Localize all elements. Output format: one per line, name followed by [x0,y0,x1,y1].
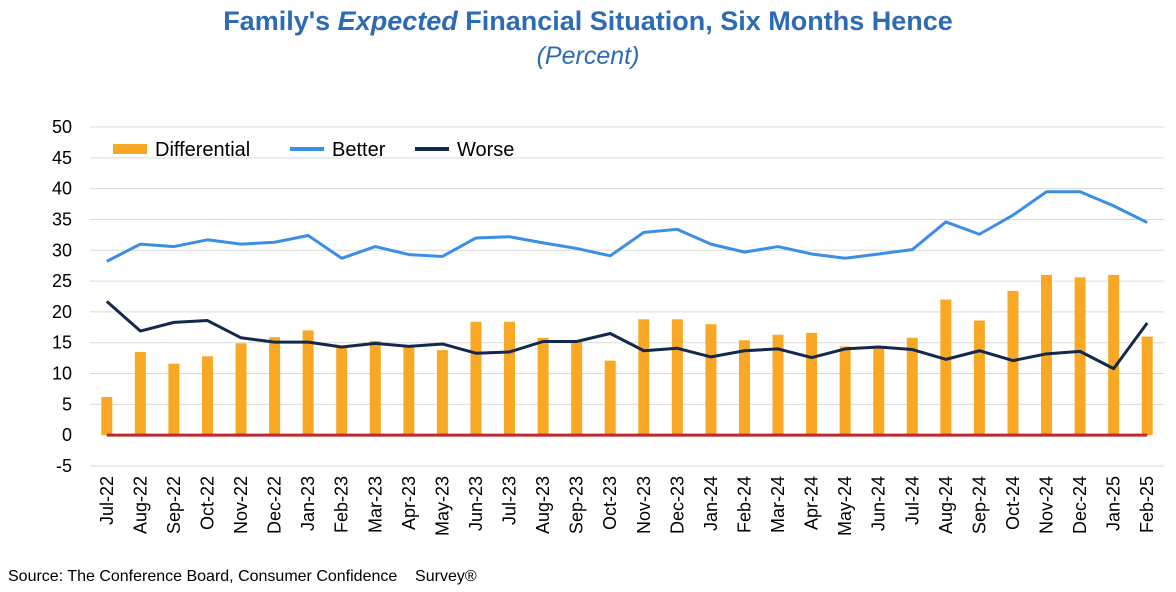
legend-label: Worse [457,139,514,161]
legend-label: Better [332,139,386,161]
differential-bar [1007,290,1019,436]
y-tick-label: 0 [62,425,72,445]
x-tick-label: Feb-25 [1137,476,1157,533]
legend-label: Differential [155,139,250,161]
x-tick-label: Jun-24 [869,476,889,531]
grid-lines [90,126,1164,467]
differential-bar [537,337,549,436]
source-note: Source: The Conference Board, Consumer C… [8,568,477,585]
differential-bar [873,347,885,436]
differential-bar [839,346,851,436]
differential-bar [973,320,985,436]
differential-bar [940,299,952,436]
x-tick-label: Jan-23 [298,476,318,531]
x-tick-label: Sep-24 [969,476,989,534]
differential-bar [1141,336,1153,436]
x-tick-label: Dec-24 [1070,476,1090,534]
y-tick-label: -5 [56,456,72,476]
legend: Differential Better Worse [113,139,514,161]
x-tick-label: May-23 [432,476,452,536]
y-axis-ticks: -5 0 5 10 15 20 25 30 35 40 45 50 [52,117,72,476]
series-lines [105,190,1149,371]
differential-bar [671,319,683,436]
y-tick-label: 20 [52,302,72,322]
x-tick-label: Nov-22 [231,476,251,534]
differential-bar [168,363,180,436]
x-tick-label: May-24 [835,476,855,536]
differential-bar [403,345,415,436]
x-tick-label: Dec-23 [667,476,687,534]
title-prefix: Family's [223,6,338,36]
differential-bar [604,360,616,436]
x-tick-label: Aug-23 [533,476,553,534]
differential-bar [101,396,113,436]
differential-bar [738,340,750,436]
x-tick-label: Mar-23 [365,476,385,533]
x-tick-label: Sep-22 [164,476,184,534]
x-tick-label: Oct-23 [600,476,620,530]
x-tick-label: Aug-22 [130,476,150,534]
differential-bar [134,351,146,436]
x-tick-label: Aug-24 [936,476,956,534]
x-tick-label: Nov-24 [1037,476,1057,534]
differential-bar [906,337,918,436]
x-tick-label: Sep-23 [567,476,587,534]
x-tick-label: Jul-24 [902,476,922,525]
differential-bar [369,340,381,436]
x-tick-label: Feb-23 [332,476,352,533]
differential-bar [436,350,448,436]
differential-bar [1108,274,1120,436]
differential-bar [772,334,784,436]
x-tick-label: Jan-25 [1104,476,1124,531]
worse-line [105,300,1149,371]
differential-bar [302,330,314,436]
chart-title: Family's Expected Financial Situation, S… [0,6,1176,37]
x-tick-label: Dec-22 [265,476,285,534]
better-line [106,190,1148,263]
y-tick-label: 25 [52,271,72,291]
y-tick-label: 40 [52,179,72,199]
x-tick-label: Mar-24 [768,476,788,533]
legend-swatch [113,144,147,154]
x-tick-label: Apr-23 [399,476,419,530]
x-tick-label: Nov-23 [634,476,654,534]
y-tick-label: 10 [52,364,72,384]
differential-bar [201,356,213,436]
x-tick-label: Jul-23 [500,476,520,525]
y-tick-label: 15 [52,333,72,353]
title-suffix: Financial Situation, Six Months Hence [457,6,953,36]
differential-bar [806,332,818,436]
differential-bar [470,321,482,436]
y-tick-label: 45 [52,148,72,168]
differential-bar [571,342,583,436]
y-tick-label: 5 [62,394,72,414]
differential-bar [638,319,650,436]
title-emphasis: Expected [337,6,458,36]
differential-bar [269,337,281,436]
chart-subtitle: (Percent) [536,42,640,70]
x-tick-label: Jul-22 [97,476,117,525]
x-tick-label: Jun-23 [466,476,486,531]
differential-bar [705,324,717,436]
differential-bar [235,343,247,436]
x-axis-ticks: Jul-22 Aug-22 Sep-22 Oct-22 Nov-22 Dec-22 Jan-… [97,476,1157,536]
y-tick-label: 35 [52,209,72,229]
differential-bar [504,321,516,436]
x-tick-label: Jan-24 [701,476,721,531]
x-tick-label: Oct-22 [197,476,217,530]
differential-bar [336,346,348,436]
x-tick-label: Apr-24 [802,476,822,530]
y-tick-label: 30 [52,240,72,260]
y-tick-label: 50 [52,117,72,137]
x-tick-label: Oct-24 [1003,476,1023,530]
x-tick-label: Feb-24 [734,476,754,533]
differential-bar [1074,277,1086,436]
